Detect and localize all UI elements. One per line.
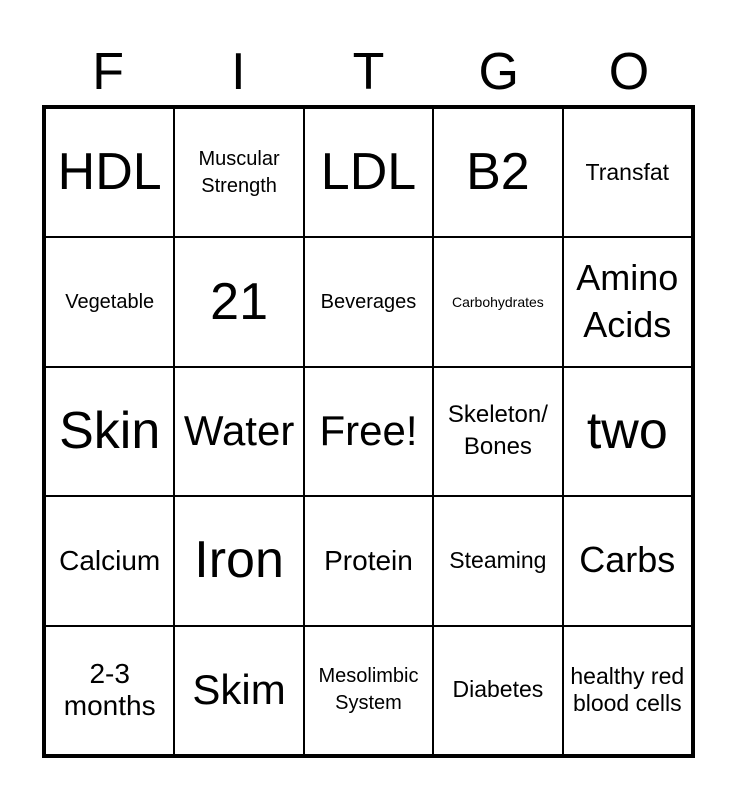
- bingo-cell[interactable]: B2: [433, 108, 563, 238]
- bingo-cell[interactable]: Water: [174, 366, 304, 497]
- bingo-cell[interactable]: 2-3 months: [45, 625, 175, 755]
- bingo-cell[interactable]: Amino Acids: [562, 237, 692, 367]
- bingo-cell[interactable]: Protein: [303, 496, 434, 626]
- bingo-cell[interactable]: Skim: [174, 625, 304, 755]
- bingo-cell[interactable]: LDL: [303, 108, 434, 238]
- bingo-cell[interactable]: Skeleton/ Bones: [433, 366, 563, 497]
- bingo-cell[interactable]: Iron: [174, 496, 304, 626]
- bingo-cell[interactable]: Diabetes: [433, 625, 563, 755]
- bingo-cell[interactable]: Carbohydrates: [433, 237, 563, 367]
- bingo-cell[interactable]: Mesolimbic System: [303, 625, 434, 755]
- header-letter-f: F: [92, 43, 124, 101]
- bingo-header: F I T G O: [43, 42, 694, 102]
- header-letter-i: I: [231, 43, 246, 101]
- bingo-cell[interactable]: 21: [174, 237, 304, 367]
- header-letter-o: O: [608, 43, 650, 101]
- bingo-board: HDL Muscular Strength LDL B2 Transfat Ve…: [42, 105, 695, 758]
- bingo-cell[interactable]: Muscular Strength: [174, 108, 304, 238]
- bingo-cell[interactable]: Steaming: [433, 496, 563, 626]
- bingo-cell[interactable]: healthy red blood cells: [562, 625, 692, 755]
- free-space-cell[interactable]: Free!: [303, 366, 434, 497]
- bingo-cell[interactable]: Skin: [45, 366, 175, 497]
- bingo-cell[interactable]: two: [562, 366, 692, 497]
- bingo-cell[interactable]: Beverages: [303, 237, 434, 367]
- bingo-cell[interactable]: Carbs: [562, 496, 692, 626]
- bingo-cell[interactable]: Vegetable: [45, 237, 175, 367]
- header-letter-t: T: [352, 43, 385, 101]
- bingo-cell[interactable]: Calcium: [45, 496, 175, 626]
- header-letter-g: G: [478, 43, 519, 101]
- bingo-cell[interactable]: Transfat: [562, 108, 692, 238]
- bingo-cell[interactable]: HDL: [45, 108, 175, 238]
